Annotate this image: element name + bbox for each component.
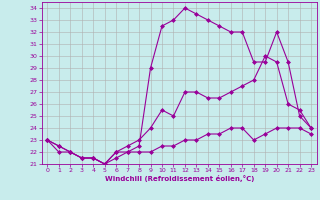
X-axis label: Windchill (Refroidissement éolien,°C): Windchill (Refroidissement éolien,°C): [105, 175, 254, 182]
